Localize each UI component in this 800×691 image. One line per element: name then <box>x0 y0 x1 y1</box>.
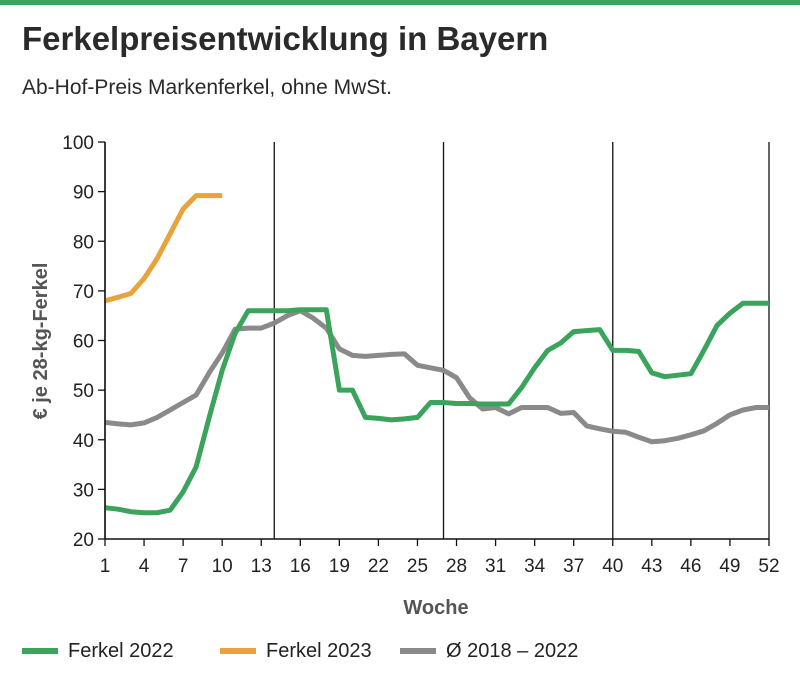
legend-label-average: Ø 2018 – 2022 <box>446 639 579 662</box>
series-line-ferkel-2022 <box>104 300 769 516</box>
y-tick-label-90: 90 <box>73 183 94 204</box>
x-tick-label-16: 16 <box>290 556 311 577</box>
legend-item-average: Ø 2018 – 2022 <box>400 636 578 666</box>
x-tick-label-7: 7 <box>178 556 189 577</box>
page-subtitle: Ab-Hof-Preis Markenferkel, ohne MwSt. <box>22 76 392 99</box>
x-tick-label-22: 22 <box>368 556 389 577</box>
x-tick-label-25: 25 <box>407 556 428 577</box>
y-tick-label-70: 70 <box>73 282 94 303</box>
tick-labels: 20 30 40 50 60 70 80 90 100 1 4 7 10 13 16 19 22 25 28 31 34… <box>62 133 779 577</box>
legend: Ferkel 2022 Ferkel 2023 Ø 2018 – 2022 <box>0 636 800 666</box>
legend-label-2023: Ferkel 2023 <box>266 639 372 662</box>
legend-swatch-2022 <box>22 648 58 654</box>
x-tick-label-49: 49 <box>719 556 740 577</box>
accent-top-bar <box>0 0 800 5</box>
grid-lines <box>104 142 770 539</box>
y-tick-label-40: 40 <box>73 431 94 452</box>
x-tick-label-34: 34 <box>524 556 546 577</box>
x-tick-label-4: 4 <box>139 556 150 577</box>
x-tick-label-37: 37 <box>563 556 584 577</box>
y-tick-label-100: 100 <box>62 133 94 154</box>
y-tick-label-30: 30 <box>73 480 94 501</box>
legend-swatch-2023 <box>220 648 256 654</box>
legend-label-2022: Ferkel 2022 <box>68 639 174 662</box>
x-tick-label-19: 19 <box>329 556 350 577</box>
y-axis-title: € je 28-kg-Ferkel <box>30 263 52 420</box>
x-tick-label-40: 40 <box>602 556 623 577</box>
x-tick-label-46: 46 <box>680 556 701 577</box>
axes <box>98 141 770 546</box>
x-tick-label-52: 52 <box>758 556 779 577</box>
legend-swatch-average <box>400 648 436 654</box>
legend-item-2023: Ferkel 2023 <box>220 636 372 666</box>
x-tick-label-28: 28 <box>446 556 467 577</box>
y-tick-label-20: 20 <box>73 530 94 551</box>
series-line-average-2018-2022 <box>104 308 769 445</box>
x-axis-title: Woche <box>403 597 468 619</box>
x-tick-label-1: 1 <box>100 556 111 577</box>
y-tick-label-60: 60 <box>73 332 94 353</box>
y-tick-label-50: 50 <box>73 381 94 402</box>
x-tick-label-43: 43 <box>641 556 662 577</box>
x-tick-label-10: 10 <box>212 556 233 577</box>
x-tick-label-13: 13 <box>251 556 272 577</box>
page-title: Ferkelpreisentwicklung in Bayern <box>22 20 549 57</box>
y-tick-label-80: 80 <box>73 232 94 253</box>
x-tick-label-31: 31 <box>485 556 506 577</box>
series-lines <box>104 193 769 516</box>
line-chart: 20 30 40 50 60 70 80 90 100 1 4 7 10 13 16 19 22 25 28 31 34… <box>30 133 780 619</box>
legend-item-2022: Ferkel 2022 <box>22 636 174 666</box>
series-line-ferkel-2023 <box>104 193 223 304</box>
